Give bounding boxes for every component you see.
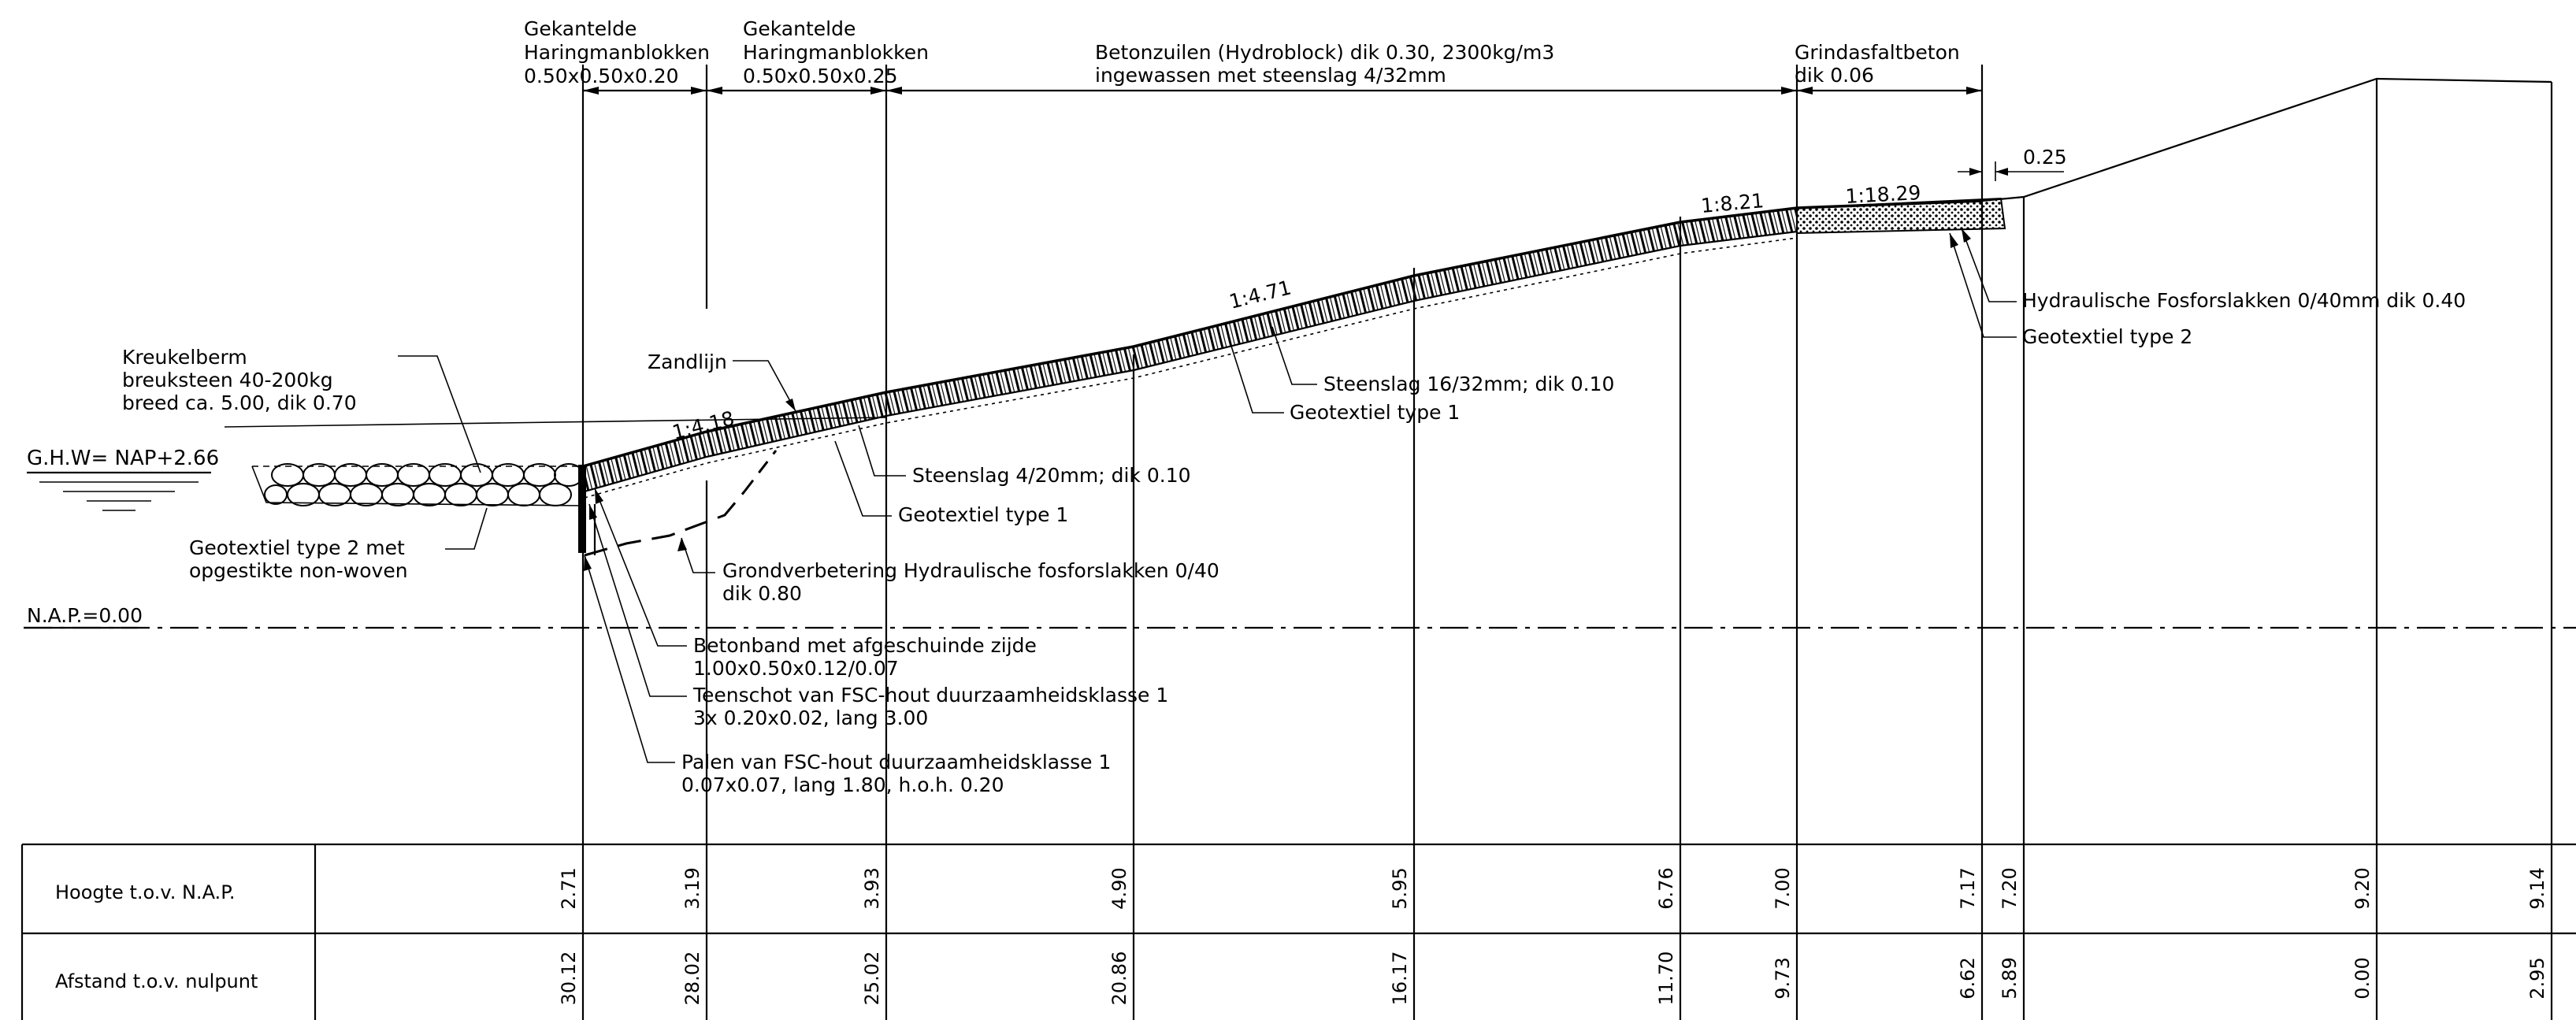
leader-geotextiel-1-upper xyxy=(1228,338,1284,414)
slope-label-3: 1:8.21 xyxy=(1700,189,1765,217)
table-cell-afstand: 20.86 xyxy=(1108,951,1130,1006)
table-cell-afstand: 5.89 xyxy=(1999,957,2021,999)
leader-kreukelberm xyxy=(398,355,481,473)
leader-geotextiel-1-lower xyxy=(834,440,892,517)
label-grindasfaltbeton: Grindasfaltbeton dik 0.06 xyxy=(1795,41,1966,87)
label-nap: N.A.P.=0.00 xyxy=(27,604,143,627)
leader-steenslag-4-20 xyxy=(858,425,906,477)
table-cell-hoogte: 6.76 xyxy=(1655,867,1677,909)
table-cell-afstand: 6.62 xyxy=(1957,957,1979,999)
leader-steenslag-16-32 xyxy=(1271,326,1317,385)
label-zandlijn: Zandlijn xyxy=(648,351,727,373)
table-cell-hoogte: 2.71 xyxy=(558,867,580,909)
table-cell-hoogte: 5.95 xyxy=(1389,867,1411,909)
table-cell-afstand: 0.00 xyxy=(2351,957,2374,999)
label-hydraulische: Hydraulische Fosforslakken 0/40mm dik 0.… xyxy=(2022,289,2466,312)
table-cell-hoogte: 9.14 xyxy=(2526,867,2548,909)
leader-palen xyxy=(584,555,675,763)
top-dimension-line xyxy=(583,87,1982,95)
grindasfalt-layer xyxy=(1796,197,2006,235)
table-cell-afstand: 28.02 xyxy=(681,951,703,1006)
leader-grondverbetering xyxy=(681,537,715,573)
toe-structure xyxy=(578,450,778,557)
leader-hydraulische xyxy=(1961,228,2017,302)
table-cell-hoogte: 3.93 xyxy=(861,867,883,909)
label-geotextiel-2-met: Geotextiel type 2 met opgestikte non-wov… xyxy=(189,536,411,582)
label-palen: Palen van FSC-hout duurzaamheidsklasse 1… xyxy=(681,751,1117,796)
revetment-slope xyxy=(582,199,1983,499)
leader-geotextiel-2 xyxy=(1949,232,2017,338)
label-kreukelberm: Kreukelberm breuksteen 40-200kg breed ca… xyxy=(122,346,357,414)
table-cell-hoogte: 7.20 xyxy=(1999,867,2021,909)
leader-geotextiel-2-met xyxy=(445,507,488,550)
profile-table xyxy=(20,843,2576,1020)
table-cell-hoogte: 7.17 xyxy=(1957,867,1979,909)
table-cell-afstand: 9.73 xyxy=(1772,957,1794,999)
label-betonband: Betonband met afgeschuinde zijde 1.00x0.… xyxy=(693,634,1043,680)
table-cell-afstand: 2.95 xyxy=(2526,957,2548,999)
kreukelberm-rubble xyxy=(251,463,584,506)
table-cell-afstand: 16.17 xyxy=(1389,951,1411,1006)
table-row-afstand-label: Afstand t.o.v. nulpunt xyxy=(55,970,258,992)
table-values: 2.71 3.19 3.93 4.90 5.95 6.76 7.00 7.17 7.20 9.20… xyxy=(558,867,2548,1005)
leader-betonband xyxy=(594,488,687,647)
table-cell-hoogte: 4.90 xyxy=(1108,867,1130,909)
leader-zandlijn xyxy=(733,360,796,412)
label-haringman-1: Gekantelde Haringmanblokken 0.50x0.50x0.… xyxy=(524,17,716,87)
label-dim-025: 0.25 xyxy=(2023,146,2067,169)
table-cell-hoogte: 9.20 xyxy=(2351,867,2374,909)
table-cell-hoogte: 3.19 xyxy=(681,867,703,909)
label-betonzuilen: Betonzuilen (Hydroblock) dik 0.30, 2300k… xyxy=(1095,41,1561,87)
label-geotextiel-1-lower: Geotextiel type 1 xyxy=(898,503,1068,526)
table-row-hoogte-label: Hoogte t.o.v. N.A.P. xyxy=(55,881,236,903)
label-geotextiel-2: Geotextiel type 2 xyxy=(2022,325,2192,348)
label-haringman-2: Gekantelde Haringmanblokken 0.50x0.50x0.… xyxy=(743,17,935,87)
table-cell-afstand: 25.02 xyxy=(861,951,883,1006)
dike-crest-outline xyxy=(1981,77,2552,202)
label-teenschot: Teenschot van FSC-hout duurzaamheidsklas… xyxy=(692,684,1175,729)
profile-vertical-lines xyxy=(581,65,2553,1020)
leader-teenschot xyxy=(588,503,687,697)
label-grondverbetering: Grondverbetering Hydraulische fosforslak… xyxy=(722,559,1226,605)
label-geotextiel-1-upper: Geotextiel type 1 xyxy=(1290,401,1460,424)
ghw-water-symbol xyxy=(27,471,211,511)
dimension-025 xyxy=(1958,161,2064,181)
table-cell-afstand: 30.12 xyxy=(558,951,580,1006)
table-cell-hoogte: 7.00 xyxy=(1772,867,1794,909)
label-steenslag-4-20: Steenslag 4/20mm; dik 0.10 xyxy=(912,464,1191,487)
slope-label-4: 1:18.29 xyxy=(1845,181,1921,208)
table-cell-afstand: 11.70 xyxy=(1655,951,1677,1006)
label-steenslag-16-32: Steenslag 16/32mm; dik 0.10 xyxy=(1323,373,1614,395)
label-ghw: G.H.W= NAP+2.66 xyxy=(27,447,219,470)
